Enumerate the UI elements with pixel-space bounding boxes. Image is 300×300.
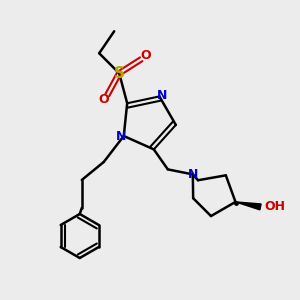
Text: O: O [140,49,151,62]
Text: OH: OH [264,200,285,213]
Text: S: S [114,66,125,81]
Text: O: O [98,93,109,106]
Text: N: N [188,168,198,181]
Text: N: N [157,89,168,102]
Polygon shape [236,202,261,210]
Text: N: N [116,130,126,143]
